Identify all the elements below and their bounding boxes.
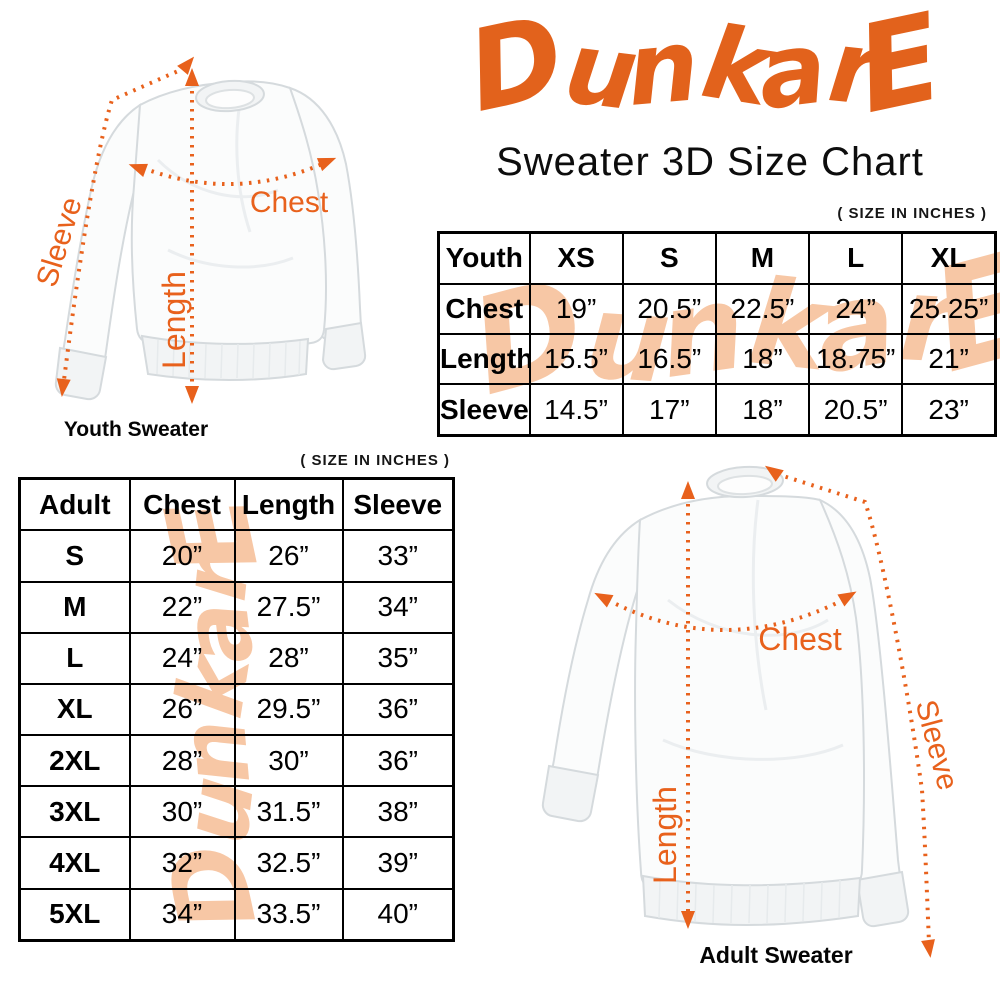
youth-sweater-illustration [54, 79, 367, 401]
value-cell: 18.75” [808, 332, 904, 386]
value-cell: 26” [128, 682, 236, 737]
value-cell: 32.5” [233, 836, 344, 890]
table-row: 3XL 30” 31.5” 38” [18, 785, 455, 839]
column-header-cell: XL [901, 231, 997, 285]
brand-logo: DunkarE [456, 0, 951, 141]
table-row: M 22” 27.5” 34” [18, 580, 455, 634]
adult-sleeve-label: Sleeve [909, 697, 965, 794]
value-cell: 23” [901, 383, 997, 437]
row-header-cell: S [18, 529, 131, 583]
adult-sweater-illustration [541, 465, 910, 928]
row-header-cell: XL [18, 682, 131, 737]
column-header-cell: L [808, 231, 904, 285]
row-header-cell: 3XL [18, 785, 131, 839]
value-cell: 21” [901, 332, 997, 386]
adult-size-table: Adult Chest Length Sleeve S 20” 26” 33” … [18, 477, 455, 942]
value-cell: 17” [621, 383, 717, 437]
table-row: 4XL 32” 32.5” 39” [18, 836, 455, 890]
column-header-cell: Chest [128, 477, 236, 532]
adult-length-measurement: Length [647, 481, 695, 929]
adult-chest-label: Chest [758, 621, 842, 657]
value-cell: 30” [233, 734, 344, 788]
table-row: Chest 19” 20.5” 22.5” 24” 25.25” [437, 282, 997, 335]
value-cell: 25.25” [901, 282, 997, 335]
adult-table-container: DunkarE Adult Chest Length Sleeve S 20” … [18, 477, 455, 942]
value-cell: 18” [714, 383, 811, 437]
adult-length-label: Length [647, 786, 683, 884]
page-title: Sweater 3D Size Chart [496, 140, 924, 184]
value-cell: 15.5” [528, 332, 624, 386]
youth-sweater-diagram: Sleeve Length Chest [30, 56, 367, 404]
value-cell: 32” [128, 836, 236, 890]
table-row: Sleeve 14.5” 17” 18” 20.5” 23” [437, 383, 997, 437]
adult-chest-measurement: Chest [594, 591, 857, 657]
value-cell: 34” [341, 580, 455, 634]
table-row: 5XL 34” 33.5” 40” [18, 887, 455, 942]
youth-size-table: Youth XS S M L XL Chest 19” 20.5” 22.5” … [437, 231, 997, 437]
youth-size-note: ( SIZE IN INCHES ) [837, 205, 987, 222]
column-header-cell: S [621, 231, 717, 285]
column-header-cell: Length [233, 477, 344, 532]
row-header-cell: M [18, 580, 131, 634]
value-cell: 28” [128, 734, 236, 788]
column-header-cell: Sleeve [341, 477, 455, 532]
value-cell: 40” [341, 887, 455, 942]
value-cell: 14.5” [528, 383, 624, 437]
value-cell: 39” [341, 836, 455, 890]
table-row: XL 26” 29.5” 36” [18, 682, 455, 737]
column-header-cell: Adult [18, 477, 131, 532]
value-cell: 24” [128, 631, 236, 685]
table-row: Adult Chest Length Sleeve [18, 477, 455, 532]
corner-header-cell: Youth [437, 231, 531, 285]
adult-size-note: ( SIZE IN INCHES ) [300, 452, 450, 469]
value-cell: 20.5” [621, 282, 717, 335]
table-row: Youth XS S M L XL [437, 231, 997, 285]
value-cell: 31.5” [233, 785, 344, 839]
hem-ribs [156, 339, 301, 379]
row-header-cell: L [18, 631, 131, 685]
value-cell: 35” [341, 631, 455, 685]
adult-sweater-diagram: Length Chest Sleeve [541, 465, 965, 958]
youth-length-label: Length [156, 271, 192, 369]
value-cell: 33” [341, 529, 455, 583]
value-cell: 26” [233, 529, 344, 583]
value-cell: 28” [233, 631, 344, 685]
table-row: S 20” 26” 33” [18, 529, 455, 583]
table-row: Length 15.5” 16.5” 18” 18.75” 21” [437, 332, 997, 386]
value-cell: 29.5” [233, 682, 344, 737]
youth-chest-label: Chest [250, 186, 329, 219]
row-header-cell: Chest [437, 282, 531, 335]
row-header-cell: 5XL [18, 887, 131, 942]
value-cell: 33.5” [233, 887, 344, 942]
value-cell: 24” [808, 282, 904, 335]
value-cell: 38” [341, 785, 455, 839]
youth-table-container: DunkarE Youth XS S M L XL Chest 19” 20.5… [437, 221, 1000, 437]
column-header-cell: XS [528, 231, 624, 285]
value-cell: 20.5” [808, 383, 904, 437]
value-cell: 27.5” [233, 580, 344, 634]
table-row: L 24” 28” 35” [18, 631, 455, 685]
value-cell: 20” [128, 529, 236, 583]
row-header-cell: Sleeve [437, 383, 531, 437]
value-cell: 22.5” [714, 282, 811, 335]
value-cell: 30” [128, 785, 236, 839]
row-header-cell: 2XL [18, 734, 131, 788]
value-cell: 16.5” [621, 332, 717, 386]
table-row: 2XL 28” 30” 36” [18, 734, 455, 788]
value-cell: 22” [128, 580, 236, 634]
youth-length-measurement: Length [156, 68, 199, 404]
column-header-cell: M [714, 231, 811, 285]
row-header-cell: Length [437, 332, 531, 386]
hem-ribs [658, 879, 841, 924]
value-cell: 36” [341, 734, 455, 788]
value-cell: 36” [341, 682, 455, 737]
value-cell: 19” [528, 282, 624, 335]
youth-diagram-caption: Youth Sweater [63, 418, 209, 441]
youth-chest-measurement: Chest [128, 157, 337, 219]
value-cell: 18” [714, 332, 811, 386]
row-header-cell: 4XL [18, 836, 131, 890]
value-cell: 34” [128, 887, 236, 942]
adult-diagram-caption: Adult Sweater [699, 942, 853, 968]
